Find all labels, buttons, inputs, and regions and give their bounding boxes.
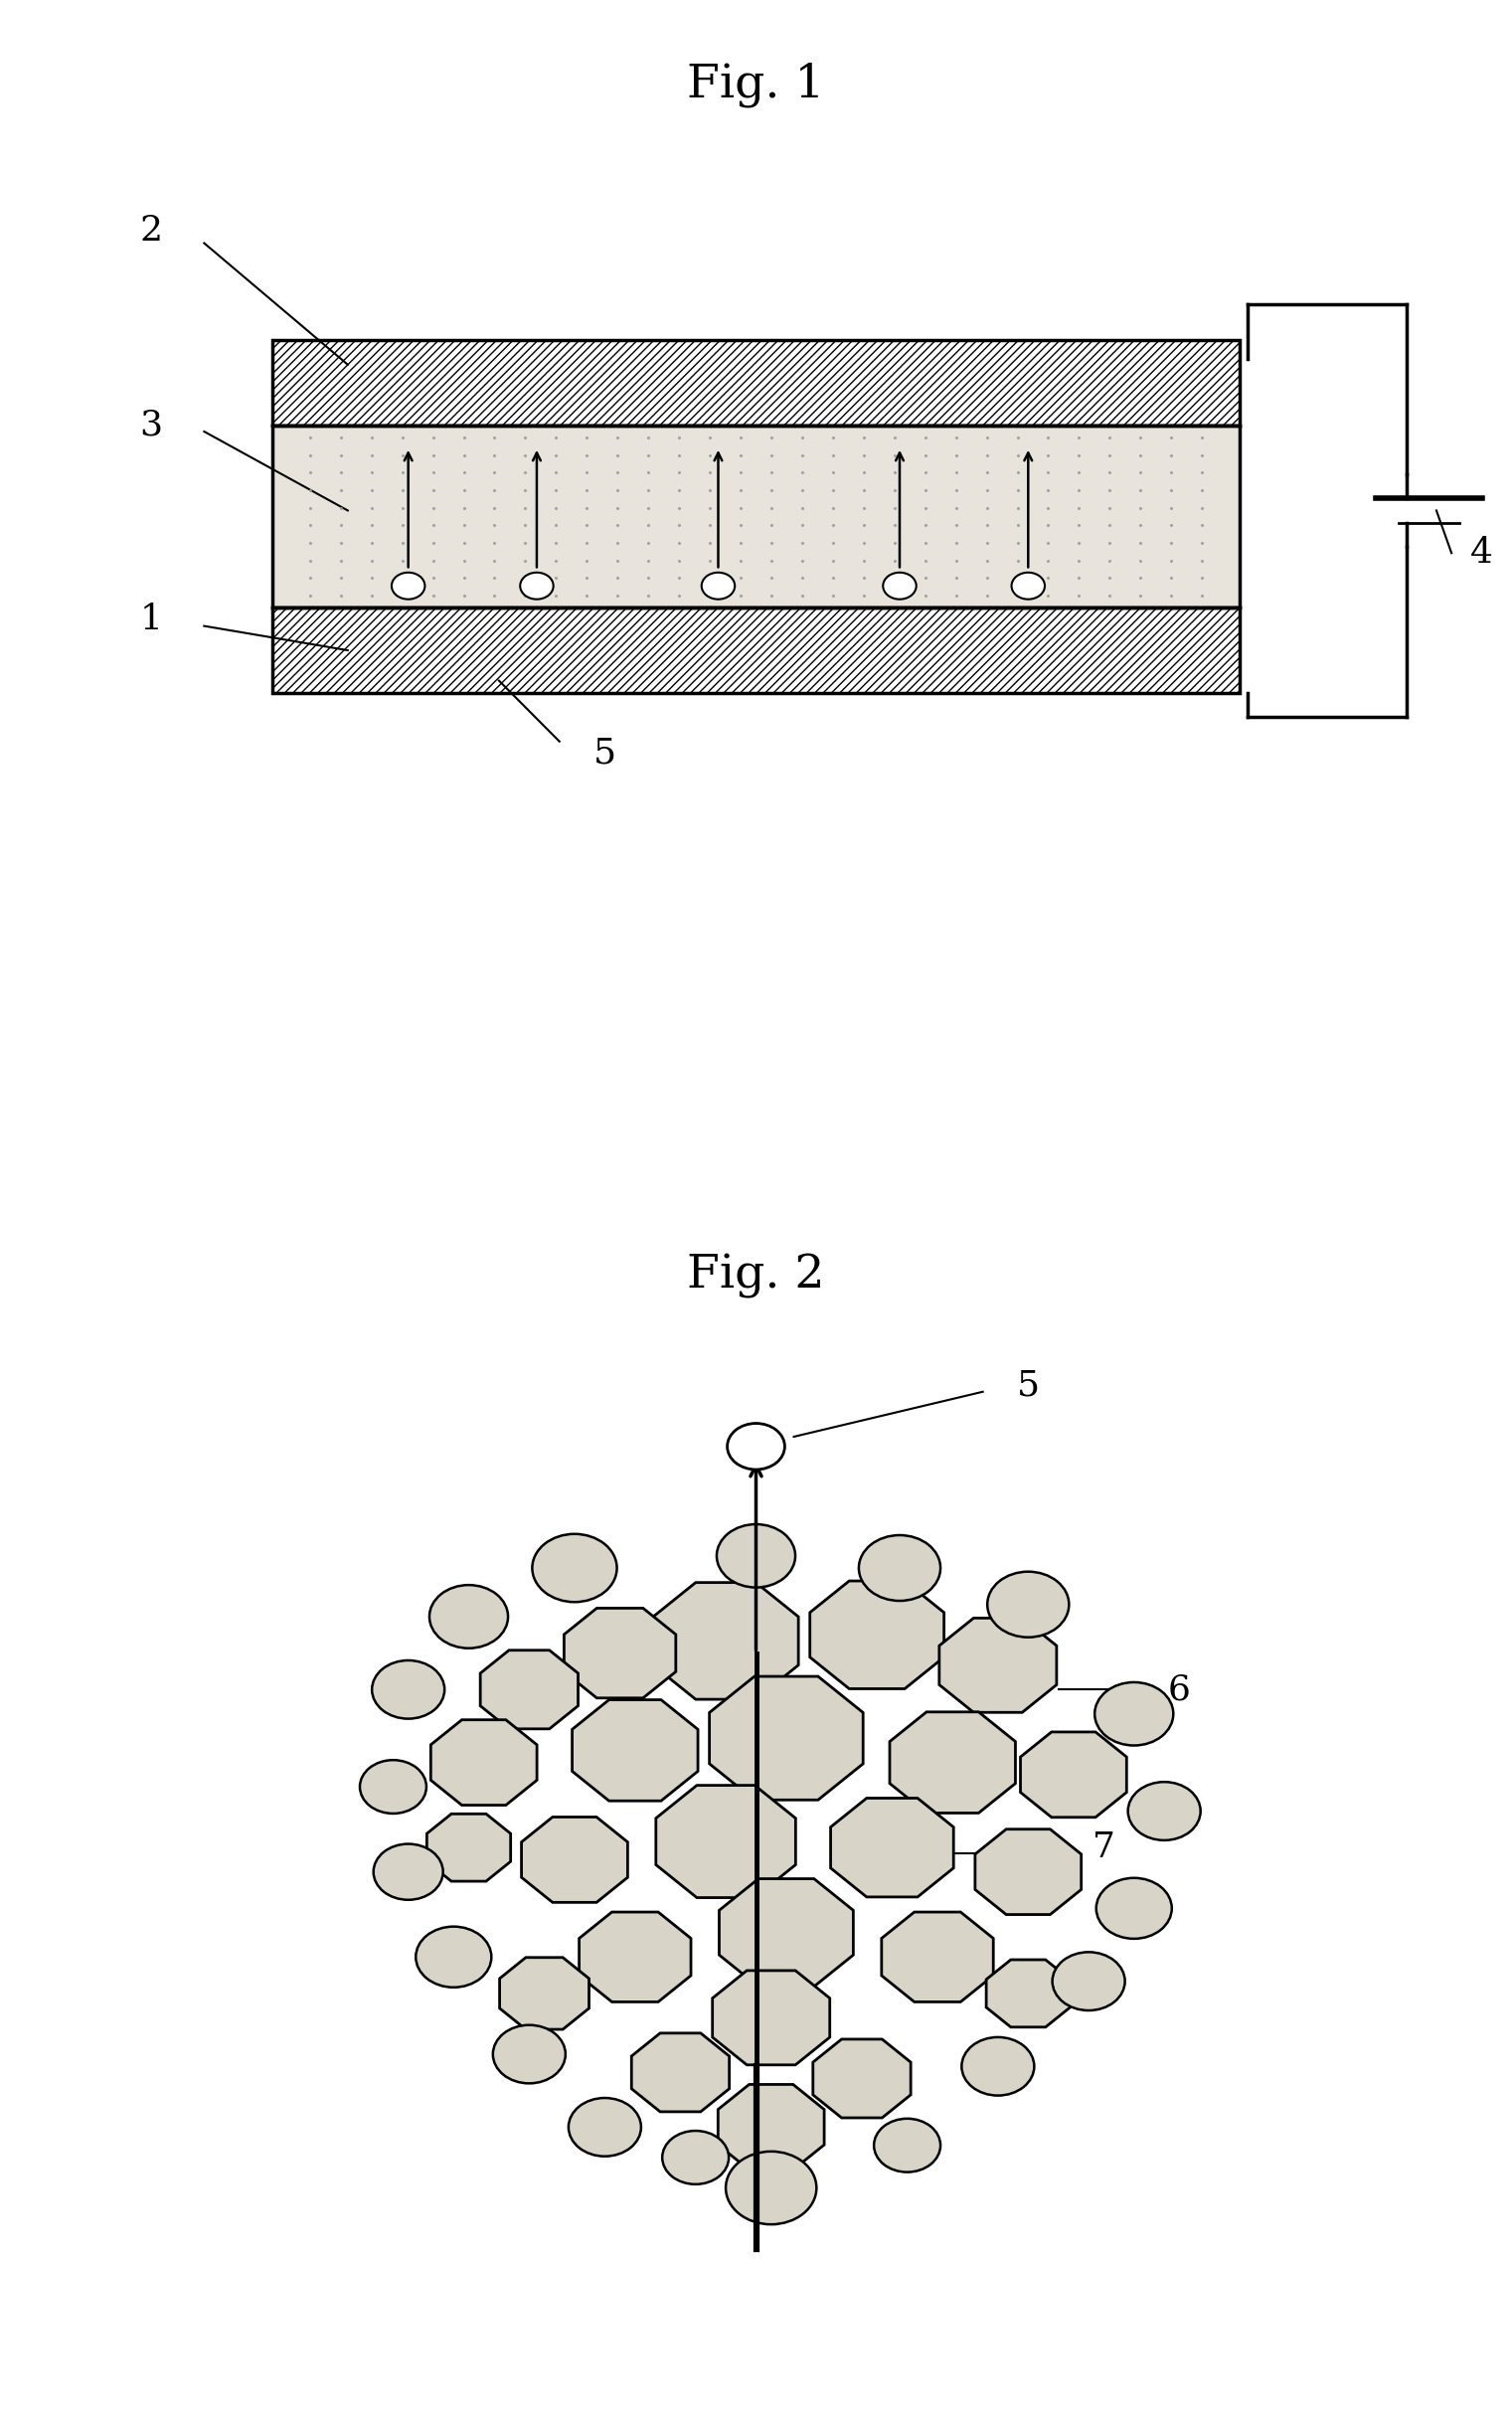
Bar xyxy=(272,340,1240,425)
Circle shape xyxy=(416,1925,491,1989)
Circle shape xyxy=(702,571,735,598)
Text: 5: 5 xyxy=(1016,1369,1040,1403)
Polygon shape xyxy=(975,1828,1081,1916)
Polygon shape xyxy=(889,1711,1016,1814)
Circle shape xyxy=(859,1536,940,1602)
Polygon shape xyxy=(564,1609,676,1697)
Polygon shape xyxy=(1021,1731,1126,1818)
Polygon shape xyxy=(431,1719,537,1806)
Text: 4: 4 xyxy=(1470,537,1494,569)
Circle shape xyxy=(987,1573,1069,1638)
Circle shape xyxy=(727,1425,785,1468)
Text: 7: 7 xyxy=(1092,1831,1116,1865)
Text: 5: 5 xyxy=(593,737,617,771)
Circle shape xyxy=(373,1845,443,1901)
Circle shape xyxy=(874,2117,940,2173)
Text: 3: 3 xyxy=(139,408,163,442)
Polygon shape xyxy=(579,1913,691,2001)
Circle shape xyxy=(429,1585,508,1648)
Circle shape xyxy=(1095,1682,1173,1745)
Polygon shape xyxy=(481,1651,578,1728)
Polygon shape xyxy=(572,1699,699,1801)
Polygon shape xyxy=(720,1879,853,1986)
Circle shape xyxy=(360,1760,426,1814)
Circle shape xyxy=(520,571,553,598)
Bar xyxy=(272,425,1240,608)
Text: 2: 2 xyxy=(139,214,163,248)
Polygon shape xyxy=(939,1619,1057,1711)
Polygon shape xyxy=(830,1799,954,1896)
Polygon shape xyxy=(426,1814,511,1882)
Polygon shape xyxy=(709,1677,863,1799)
Polygon shape xyxy=(656,1784,795,1899)
Polygon shape xyxy=(522,1816,627,1903)
Circle shape xyxy=(1096,1877,1172,1940)
Circle shape xyxy=(372,1660,445,1719)
Polygon shape xyxy=(986,1959,1070,2027)
Polygon shape xyxy=(813,2040,910,2117)
Circle shape xyxy=(662,2130,729,2183)
Circle shape xyxy=(569,2098,641,2156)
Polygon shape xyxy=(712,1972,830,2064)
Polygon shape xyxy=(632,2032,729,2113)
Polygon shape xyxy=(718,2083,824,2171)
Circle shape xyxy=(1012,571,1045,598)
Circle shape xyxy=(1128,1782,1201,1840)
Circle shape xyxy=(493,2025,565,2083)
Text: 1: 1 xyxy=(139,603,163,637)
Circle shape xyxy=(962,2037,1034,2096)
Circle shape xyxy=(883,571,916,598)
Bar xyxy=(272,608,1240,693)
Circle shape xyxy=(1052,1952,1125,2010)
Circle shape xyxy=(392,571,425,598)
Polygon shape xyxy=(653,1583,798,1699)
Circle shape xyxy=(726,2151,816,2224)
Text: Fig. 1: Fig. 1 xyxy=(686,63,826,107)
Polygon shape xyxy=(499,1957,590,2030)
Polygon shape xyxy=(810,1580,943,1690)
Circle shape xyxy=(717,1524,795,1587)
Circle shape xyxy=(532,1534,617,1602)
Text: Fig. 2: Fig. 2 xyxy=(686,1254,826,1298)
Polygon shape xyxy=(881,1913,993,2001)
Text: 6: 6 xyxy=(1167,1673,1191,1707)
